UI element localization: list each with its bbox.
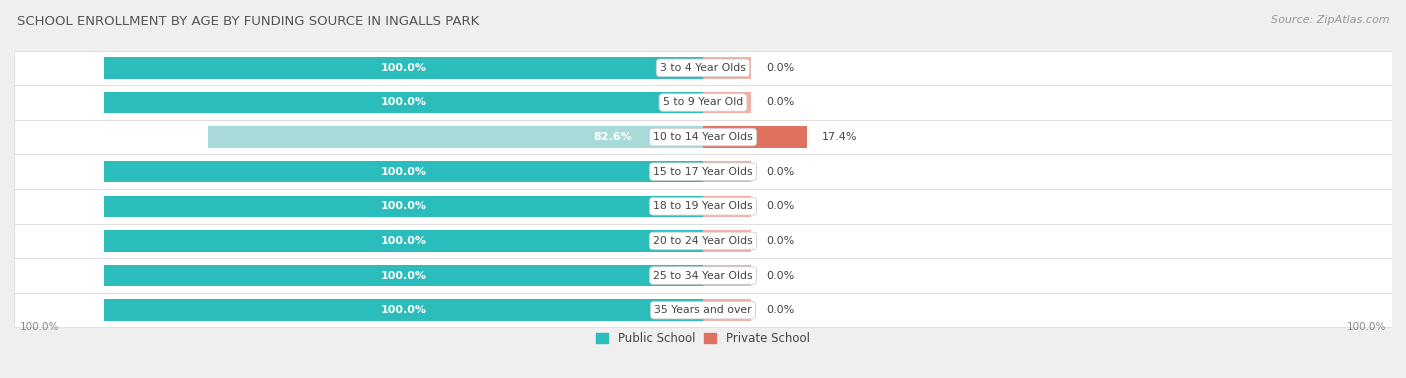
Text: 20 to 24 Year Olds: 20 to 24 Year Olds — [654, 236, 752, 246]
Text: 0.0%: 0.0% — [766, 167, 794, 177]
Bar — [104, 299, 703, 321]
Text: 15 to 17 Year Olds: 15 to 17 Year Olds — [654, 167, 752, 177]
Text: 100.0%: 100.0% — [381, 167, 426, 177]
Text: 100.0%: 100.0% — [381, 98, 426, 107]
Bar — [104, 265, 703, 286]
Bar — [104, 230, 703, 252]
Bar — [703, 230, 751, 252]
Text: 100.0%: 100.0% — [1347, 322, 1386, 332]
Bar — [104, 195, 703, 217]
Bar — [703, 161, 751, 183]
Bar — [14, 293, 1392, 327]
Text: 10 to 14 Year Olds: 10 to 14 Year Olds — [654, 132, 752, 142]
Bar — [703, 126, 807, 148]
Text: 100.0%: 100.0% — [20, 322, 59, 332]
Text: 5 to 9 Year Old: 5 to 9 Year Old — [662, 98, 744, 107]
Bar — [14, 258, 1392, 293]
Bar — [703, 265, 751, 286]
Bar — [14, 189, 1392, 224]
Bar — [703, 195, 751, 217]
Bar — [703, 299, 751, 321]
Text: 35 Years and over: 35 Years and over — [654, 305, 752, 315]
Text: 18 to 19 Year Olds: 18 to 19 Year Olds — [654, 201, 752, 211]
Bar — [703, 92, 751, 113]
Bar — [703, 57, 751, 79]
Text: 3 to 4 Year Olds: 3 to 4 Year Olds — [659, 63, 747, 73]
Bar — [14, 224, 1392, 258]
Text: 100.0%: 100.0% — [381, 271, 426, 280]
Bar — [104, 57, 703, 79]
Bar — [14, 120, 1392, 154]
Text: 0.0%: 0.0% — [766, 305, 794, 315]
Text: 0.0%: 0.0% — [766, 201, 794, 211]
Text: 17.4%: 17.4% — [823, 132, 858, 142]
Text: 100.0%: 100.0% — [381, 63, 426, 73]
Text: 25 to 34 Year Olds: 25 to 34 Year Olds — [654, 271, 752, 280]
Legend: Public School, Private School: Public School, Private School — [592, 327, 814, 350]
Text: 100.0%: 100.0% — [381, 305, 426, 315]
Text: 100.0%: 100.0% — [381, 236, 426, 246]
Bar — [104, 161, 703, 183]
Bar — [14, 51, 1392, 85]
Text: Source: ZipAtlas.com: Source: ZipAtlas.com — [1271, 15, 1389, 25]
Text: 82.6%: 82.6% — [593, 132, 633, 142]
Text: 0.0%: 0.0% — [766, 271, 794, 280]
Text: 0.0%: 0.0% — [766, 63, 794, 73]
Bar — [208, 126, 703, 148]
Text: SCHOOL ENROLLMENT BY AGE BY FUNDING SOURCE IN INGALLS PARK: SCHOOL ENROLLMENT BY AGE BY FUNDING SOUR… — [17, 15, 479, 28]
Bar — [14, 154, 1392, 189]
Text: 0.0%: 0.0% — [766, 236, 794, 246]
Bar — [14, 85, 1392, 120]
Text: 0.0%: 0.0% — [766, 98, 794, 107]
Text: 100.0%: 100.0% — [381, 201, 426, 211]
Bar — [104, 92, 703, 113]
